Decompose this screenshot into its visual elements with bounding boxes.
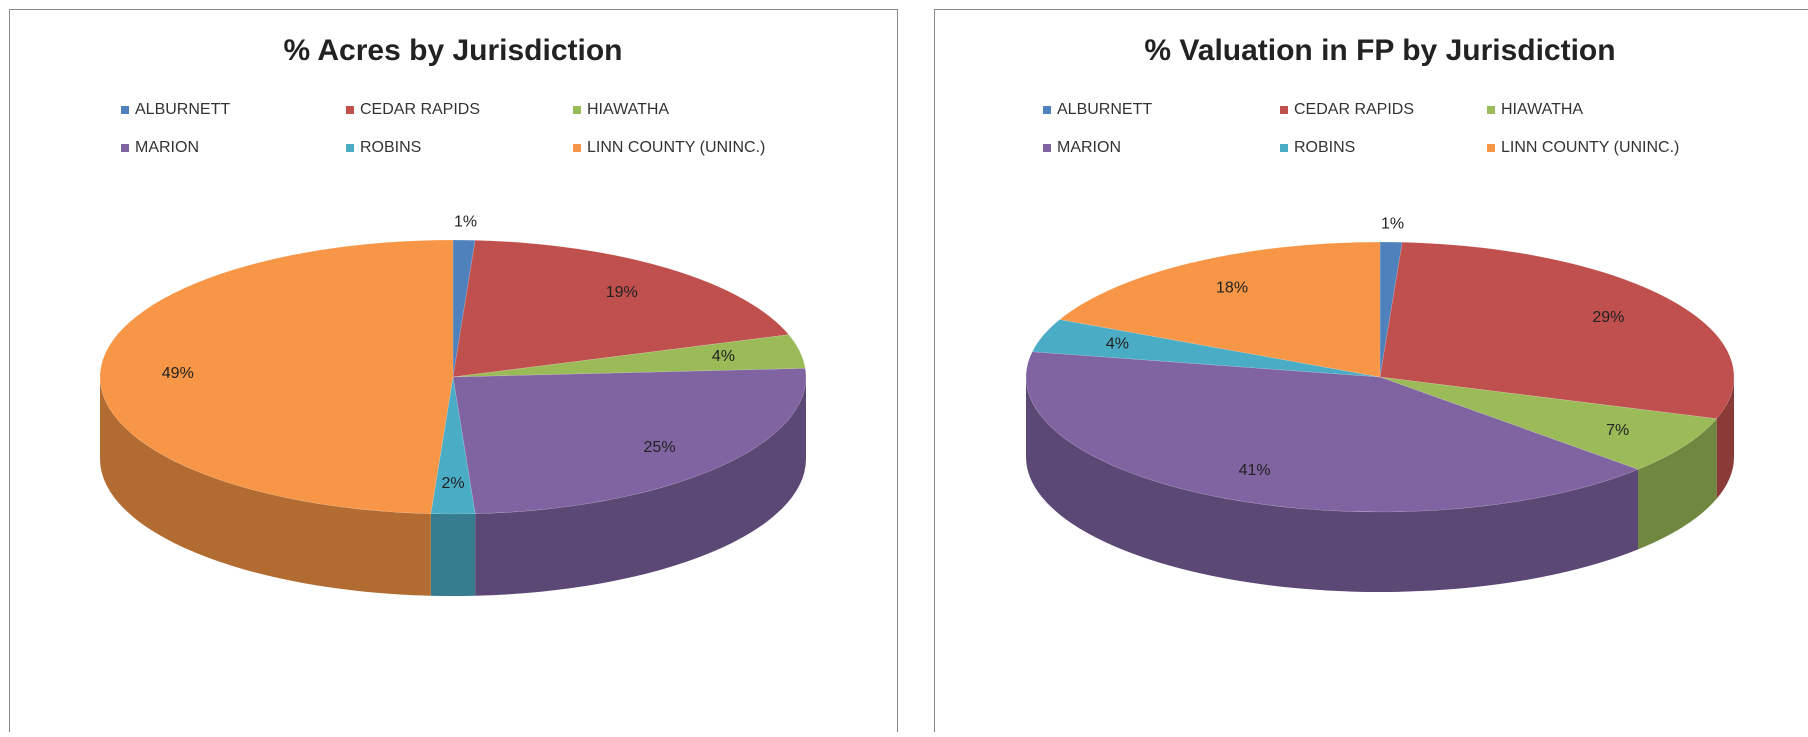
legend-label: LINN COUNTY (UNINC.) (1501, 139, 1679, 156)
legend-swatch (1280, 106, 1288, 114)
legend-label: HIAWATHA (1501, 101, 1583, 118)
legend-swatch (1043, 106, 1051, 114)
legend-swatch (1487, 144, 1495, 152)
data-label: 25% (644, 439, 676, 456)
legend-label: CEDAR RAPIDS (360, 101, 480, 118)
data-label: 7% (1606, 422, 1629, 439)
legend-swatch (1043, 144, 1051, 152)
legend-label: MARION (135, 139, 199, 156)
legend-label: MARION (1057, 139, 1121, 156)
data-label: 29% (1592, 309, 1624, 326)
data-label: 4% (712, 348, 735, 365)
legend-swatch (1280, 144, 1288, 152)
legend-label: CEDAR RAPIDS (1294, 101, 1414, 118)
legend-swatch (1487, 106, 1495, 114)
data-label: 41% (1239, 462, 1271, 479)
legend-label: ROBINS (360, 139, 421, 156)
legend-swatch (346, 144, 354, 152)
legend-label: LINN COUNTY (UNINC.) (587, 139, 765, 156)
legend-swatch (121, 106, 129, 114)
legend-swatch (121, 144, 129, 152)
data-label: 1% (454, 213, 477, 230)
data-label: 18% (1216, 279, 1248, 296)
chart-title: % Valuation in FP by Jurisdiction (1144, 34, 1615, 67)
legend-swatch (573, 144, 581, 152)
data-label: 2% (441, 475, 464, 492)
data-label: 49% (162, 365, 194, 382)
data-label: 1% (1381, 216, 1404, 233)
legend-label: ALBURNETT (1057, 101, 1152, 118)
pie-side (431, 514, 475, 596)
legend-label: ROBINS (1294, 139, 1355, 156)
legend-swatch (573, 106, 581, 114)
legend-swatch (346, 106, 354, 114)
chart-title: % Acres by Jurisdiction (284, 34, 623, 67)
legend-label: HIAWATHA (587, 101, 669, 118)
legend-label: ALBURNETT (135, 101, 230, 118)
data-label: 19% (606, 284, 638, 301)
data-label: 4% (1106, 336, 1129, 353)
